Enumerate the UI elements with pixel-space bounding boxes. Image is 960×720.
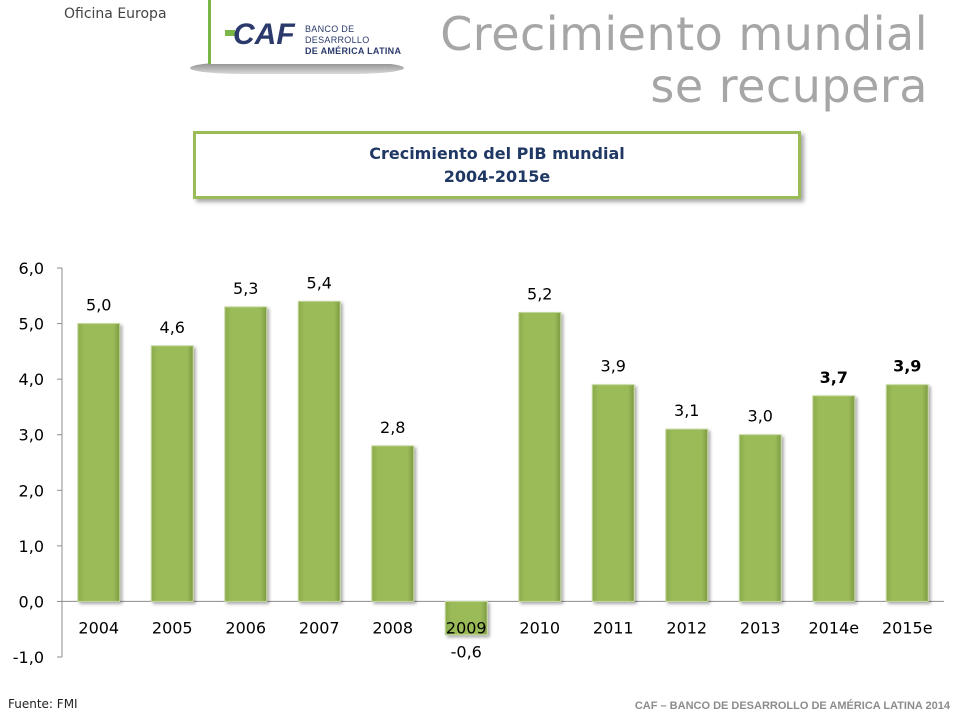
svg-text:CAF: CAF [233,18,295,48]
x-tick-label: 2014e [808,618,859,637]
logo-text-line1: BANCO DE DESARROLLO [305,24,370,45]
x-tick-label: 2009 [446,618,487,637]
data-label: 5,3 [233,279,258,298]
x-tick-label: 2008 [372,618,413,637]
y-tick-label: 0,0 [19,592,44,611]
bar-2015e [885,384,929,602]
x-tick-label: 2005 [152,618,193,637]
y-tick-label: 4,0 [19,370,44,389]
bar-chart: 6,0 5,0 4,0 3,0 2,0 1,0 0,0 -1,0 2004 5,0 2005 4,6… [13,259,944,667]
caf-logo-mark: CAF [225,18,295,48]
data-label: 3,1 [674,401,699,420]
chart-labels: 2004 5,0 2005 4,6 2006 5,3 2007 5,4 2008 2,8 2009 -… [78,273,932,661]
bar-2009 [444,600,488,636]
x-tick-label: 2007 [299,618,340,637]
caf-logo: CAF BANCO DE DESARROLLO DE AMÉRICA LATIN… [190,0,411,82]
logo-text: BANCO DE DESARROLLO DE AMÉRICA LATINA [305,24,411,57]
x-tick-label: 2012 [666,618,707,637]
y-tick-label: 6,0 [19,259,44,278]
chart-axes: 6,0 5,0 4,0 3,0 2,0 1,0 0,0 -1,0 [13,259,944,667]
x-tick-label: 2015e [882,618,933,637]
x-tick-label: 2011 [593,618,634,637]
logo-shadow [190,62,404,74]
bar-2004 [77,323,121,602]
x-tick-label: 2010 [519,618,560,637]
data-label: 3,9 [893,357,921,376]
chart-bars [77,300,929,636]
data-label: -0,6 [451,642,482,661]
bar-2006 [224,306,268,602]
chart-title: Crecimiento del PIB mundial [369,144,625,163]
bar-2012 [665,428,709,602]
source-note: Fuente: FMI [8,697,78,711]
data-label: 3,9 [601,357,626,376]
data-label: 5,4 [307,273,332,292]
data-label: 3,0 [748,407,773,426]
chart-subtitle: 2004-2015e [443,167,551,186]
bar-2010 [518,311,562,602]
office-label: Oficina Europa [64,6,167,22]
chart-title-box: Crecimiento del PIB mundial 2004-2015e [193,131,801,199]
y-tick-label: 2,0 [19,481,44,500]
y-tick-label: 3,0 [19,426,44,445]
data-label: 2,8 [380,418,405,437]
logo-box: CAF BANCO DE DESARROLLO DE AMÉRICA LATIN… [208,0,411,64]
data-label: 5,0 [86,296,111,315]
x-tick-label: 2013 [740,618,781,637]
bar-2013 [738,434,782,602]
bar-2014e [812,395,856,602]
bar-2008 [371,445,415,602]
data-label: 4,6 [160,318,185,337]
page-title-line2: se recupera [650,59,928,113]
page-title-line1: Crecimiento mundial [440,7,928,61]
data-label: 3,7 [820,368,848,387]
logo-text-line2: DE AMÉRICA LATINA [305,46,402,56]
bar-2011 [591,384,635,602]
x-tick-label: 2004 [78,618,119,637]
y-tick-label: -1,0 [13,648,44,667]
y-tick-label: 1,0 [19,537,44,556]
footer-text: CAF – BANCO DE DESARROLLO DE AMÉRICA LAT… [634,700,950,712]
y-tick-label: 5,0 [19,315,44,334]
data-label: 5,2 [527,284,552,303]
x-tick-label: 2006 [225,618,266,637]
page-title: Crecimiento mundial se recupera [440,8,928,112]
bar-2005 [150,345,194,602]
bar-2007 [297,300,341,602]
